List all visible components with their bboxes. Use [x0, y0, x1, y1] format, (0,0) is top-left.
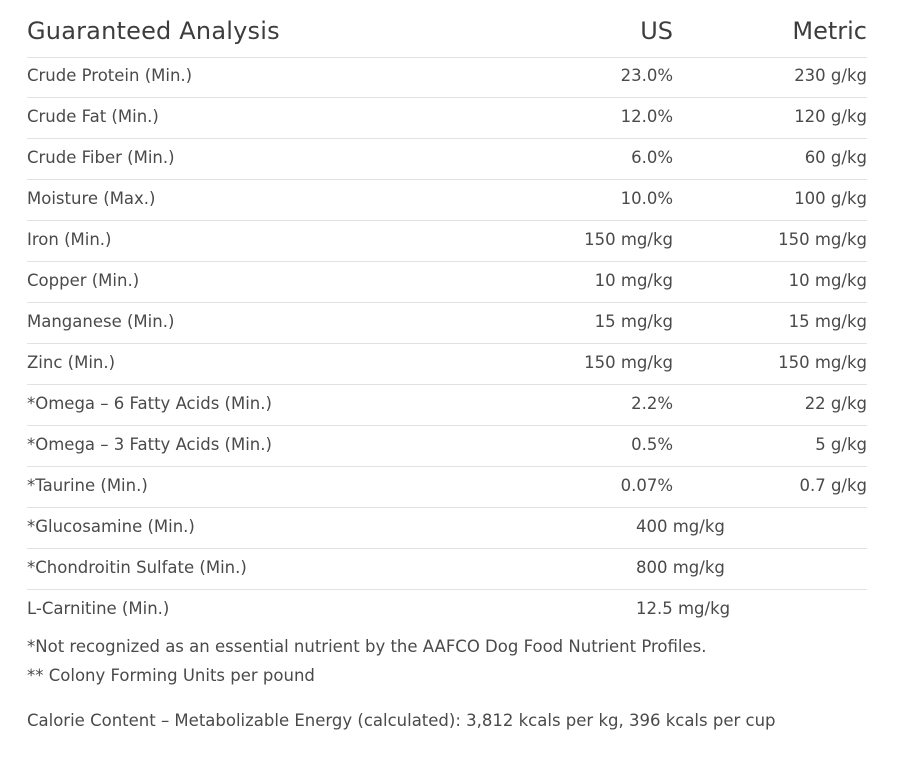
- metric-value: 230 g/kg: [794, 66, 867, 85]
- metric-value: 100 g/kg: [794, 189, 867, 208]
- nutrient-name: Crude Protein (Min.): [27, 66, 193, 85]
- nutrient-name: Moisture (Max.): [27, 189, 156, 208]
- us-value: 0.5%: [631, 435, 673, 454]
- combined-value: 800 mg/kg: [636, 558, 725, 577]
- column-header-metric: Metric: [792, 17, 867, 45]
- nutrient-name: *Chondroitin Sulfate (Min.): [27, 558, 247, 577]
- metric-value: 5 g/kg: [815, 435, 867, 454]
- nutrient-name: Crude Fat (Min.): [27, 107, 159, 126]
- table-row: *Glucosamine (Min.) 400 mg/kg: [27, 508, 867, 549]
- table-row: *Omega – 6 Fatty Acids (Min.) 2.2% 22 g/…: [27, 385, 867, 426]
- nutrient-name: *Taurine (Min.): [27, 476, 148, 495]
- table-row: L-Carnitine (Min.) 12.5 mg/kg: [27, 590, 867, 630]
- table-row: Crude Fiber (Min.) 6.0% 60 g/kg: [27, 139, 867, 180]
- us-value: 23.0%: [620, 66, 673, 85]
- nutrient-name: Crude Fiber (Min.): [27, 148, 175, 167]
- us-value: 10 mg/kg: [594, 271, 673, 290]
- us-value: 6.0%: [631, 148, 673, 167]
- metric-value: 60 g/kg: [804, 148, 867, 167]
- analysis-table-body: Crude Protein (Min.) 23.0% 230 g/kg Crud…: [27, 57, 867, 630]
- us-value: 150 mg/kg: [584, 353, 673, 372]
- table-row: Moisture (Max.) 10.0% 100 g/kg: [27, 180, 867, 221]
- combined-value: 400 mg/kg: [636, 517, 725, 536]
- metric-value: 22 g/kg: [804, 394, 867, 413]
- metric-value: 120 g/kg: [794, 107, 867, 126]
- nutrient-name: *Glucosamine (Min.): [27, 517, 195, 536]
- us-value: 15 mg/kg: [594, 312, 673, 331]
- metric-value: 10 mg/kg: [788, 271, 867, 290]
- metric-value: 0.7 g/kg: [799, 476, 867, 495]
- us-value: 0.07%: [620, 476, 673, 495]
- metric-value: 150 mg/kg: [778, 353, 867, 372]
- us-value: 10.0%: [620, 189, 673, 208]
- metric-value: 15 mg/kg: [788, 312, 867, 331]
- footnote-colony-forming-units: ** Colony Forming Units per pound: [27, 666, 315, 685]
- calorie-content: Calorie Content – Metabolizable Energy (…: [27, 711, 776, 730]
- footnotes: *Not recognized as an essential nutrient…: [27, 637, 707, 695]
- table-row: Copper (Min.) 10 mg/kg 10 mg/kg: [27, 262, 867, 303]
- us-value: 150 mg/kg: [584, 230, 673, 249]
- us-value: 12.0%: [620, 107, 673, 126]
- table-row: Crude Protein (Min.) 23.0% 230 g/kg: [27, 57, 867, 98]
- metric-value: 150 mg/kg: [778, 230, 867, 249]
- footnote-essential-nutrient: *Not recognized as an essential nutrient…: [27, 637, 707, 656]
- nutrient-name: Iron (Min.): [27, 230, 112, 249]
- column-header-us: US: [640, 17, 673, 45]
- us-value: 2.2%: [631, 394, 673, 413]
- nutrient-name: Zinc (Min.): [27, 353, 116, 372]
- table-title: Guaranteed Analysis: [27, 17, 280, 45]
- table-header: Guaranteed Analysis US Metric: [27, 0, 867, 58]
- table-row: Iron (Min.) 150 mg/kg 150 mg/kg: [27, 221, 867, 262]
- nutrient-name: *Omega – 6 Fatty Acids (Min.): [27, 394, 272, 413]
- table-row: *Chondroitin Sulfate (Min.) 800 mg/kg: [27, 549, 867, 590]
- table-row: Zinc (Min.) 150 mg/kg 150 mg/kg: [27, 344, 867, 385]
- nutrient-name: Copper (Min.): [27, 271, 140, 290]
- nutrient-name: L-Carnitine (Min.): [27, 599, 170, 618]
- table-row: Manganese (Min.) 15 mg/kg 15 mg/kg: [27, 303, 867, 344]
- nutrient-name: Manganese (Min.): [27, 312, 175, 331]
- table-row: Crude Fat (Min.) 12.0% 120 g/kg: [27, 98, 867, 139]
- combined-value: 12.5 mg/kg: [636, 599, 731, 618]
- nutrient-name: *Omega – 3 Fatty Acids (Min.): [27, 435, 272, 454]
- table-row: *Taurine (Min.) 0.07% 0.7 g/kg: [27, 467, 867, 508]
- table-row: *Omega – 3 Fatty Acids (Min.) 0.5% 5 g/k…: [27, 426, 867, 467]
